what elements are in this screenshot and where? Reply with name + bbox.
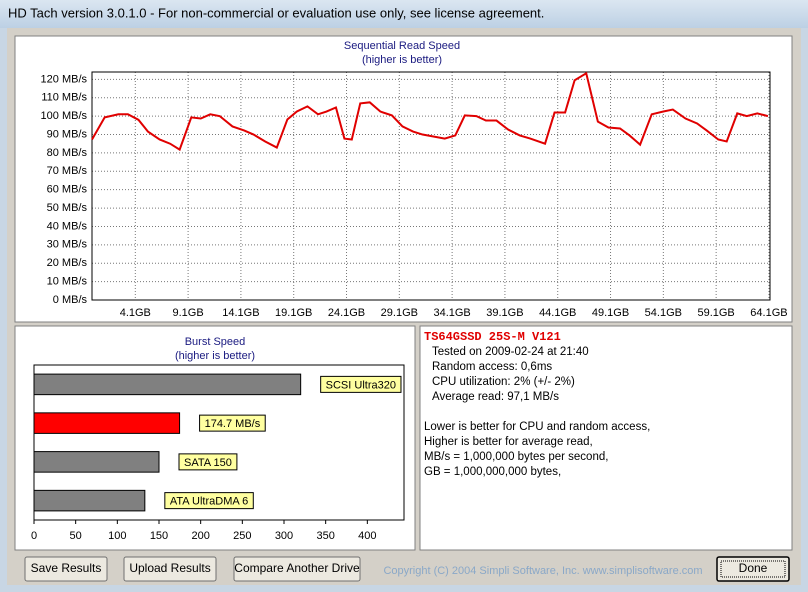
x-tick-label: 50 — [70, 530, 82, 542]
burst-panel — [14, 325, 416, 551]
x-tick-label: 54.1GB — [645, 307, 682, 319]
x-tick-label: 24.1GB — [328, 307, 365, 319]
button-label: Save Results — [31, 561, 102, 575]
drive-detail: Average read: 97,1 MB/s — [432, 391, 559, 403]
x-tick-label: 64.1GB — [750, 307, 787, 319]
value-label: 174.7 MB/s — [205, 418, 261, 430]
chart-subtitle: (higher is better) — [175, 350, 255, 362]
drive-name: TS64GSSD 25S-M V121 — [424, 330, 561, 344]
x-tick-label: 4.1GB — [120, 307, 151, 319]
bar-label-box — [320, 375, 402, 393]
category-label: SATA 150 — [184, 457, 232, 469]
drive-detail: CPU utilization: 2% (+/- 2%) — [432, 376, 575, 388]
x-tick-label: 150 — [150, 530, 168, 542]
x-tick-label: 9.1GB — [173, 307, 204, 319]
x-tick-label: 29.1GB — [381, 307, 418, 319]
y-tick-label: 90 MB/s — [47, 128, 88, 140]
x-tick-label: 19.1GB — [275, 307, 312, 319]
category-label: SCSI Ultra320 — [326, 379, 396, 391]
y-tick-label: 20 MB/s — [47, 257, 88, 269]
y-tick-label: 30 MB/s — [47, 239, 88, 251]
plot-frame — [91, 71, 771, 301]
upload-button[interactable]: Upload Results — [123, 556, 217, 582]
done-button[interactable]: Done — [716, 556, 790, 582]
note: GB = 1,000,000,000 bytes, — [424, 466, 561, 478]
drive-detail: Tested on 2009-02-24 at 21:40 — [432, 346, 589, 358]
x-tick-label: 100 — [108, 530, 126, 542]
data-line — [91, 71, 769, 152]
y-tick-label: 100 MB/s — [41, 110, 88, 122]
x-tick-label: 0 — [31, 530, 37, 542]
button-face — [24, 556, 108, 582]
y-tick-label: 80 MB/s — [47, 147, 88, 159]
x-tick-label: 59.1GB — [697, 307, 734, 319]
bar — [33, 451, 160, 473]
chart-subtitle: (higher is better) — [362, 54, 442, 66]
note: Higher is better for average read, — [424, 436, 593, 448]
note: MB/s = 1,000,000 bytes per second, — [424, 451, 608, 463]
drive-detail: Random access: 0,6ms — [432, 361, 552, 373]
y-tick-label: 0 MB/s — [53, 294, 88, 306]
y-tick-label: 60 MB/s — [47, 184, 88, 196]
plot-frame — [33, 364, 405, 521]
bar-label-box — [164, 492, 254, 510]
x-tick-label: 250 — [233, 530, 251, 542]
info-panel — [419, 325, 793, 551]
bar — [33, 489, 146, 512]
y-tick-label: 50 MB/s — [47, 202, 88, 214]
chart-title: Sequential Read Speed — [344, 40, 460, 52]
x-tick-label: 44.1GB — [539, 307, 576, 319]
button-face — [233, 556, 361, 582]
chart-title: Burst Speed — [185, 336, 246, 348]
title-bar — [0, 0, 808, 28]
x-tick-label: 300 — [275, 530, 293, 542]
button-face — [123, 556, 217, 582]
button-label: Upload Results — [129, 561, 210, 575]
x-tick-label: 350 — [316, 530, 334, 542]
compare-button[interactable]: Compare Another Drive — [233, 556, 361, 582]
copyright: Copyright (C) 2004 Simpli Software, Inc.… — [383, 565, 702, 577]
x-tick-label: 49.1GB — [592, 307, 629, 319]
save-button[interactable]: Save Results — [24, 556, 108, 582]
y-tick-label: 110 MB/s — [41, 92, 87, 104]
x-tick-label: 14.1GB — [222, 307, 259, 319]
x-tick-label: 400 — [358, 530, 376, 542]
y-tick-label: 70 MB/s — [47, 165, 88, 177]
x-tick-label: 200 — [191, 530, 209, 542]
note: Lower is better for CPU and random acces… — [424, 421, 650, 433]
category-label: ATA UltraDMA 6 — [170, 496, 248, 508]
bar — [33, 412, 181, 434]
y-tick-label: 10 MB/s — [47, 276, 88, 288]
x-tick-label: 39.1GB — [486, 307, 523, 319]
button-label: Compare Another Drive — [234, 561, 360, 575]
bar-label-box — [178, 453, 238, 471]
y-tick-label: 40 MB/s — [47, 220, 88, 232]
bar-label-box — [199, 414, 266, 432]
bar — [33, 373, 302, 396]
x-tick-label: 34.1GB — [433, 307, 470, 319]
window-title: HD Tach version 3.0.1.0 - For non-commer… — [8, 5, 544, 20]
button-label: Done — [739, 561, 768, 575]
button-face — [716, 556, 790, 582]
focus-ring — [720, 560, 786, 578]
read-panel — [14, 35, 793, 323]
y-tick-label: 120 MB/s — [41, 73, 88, 85]
